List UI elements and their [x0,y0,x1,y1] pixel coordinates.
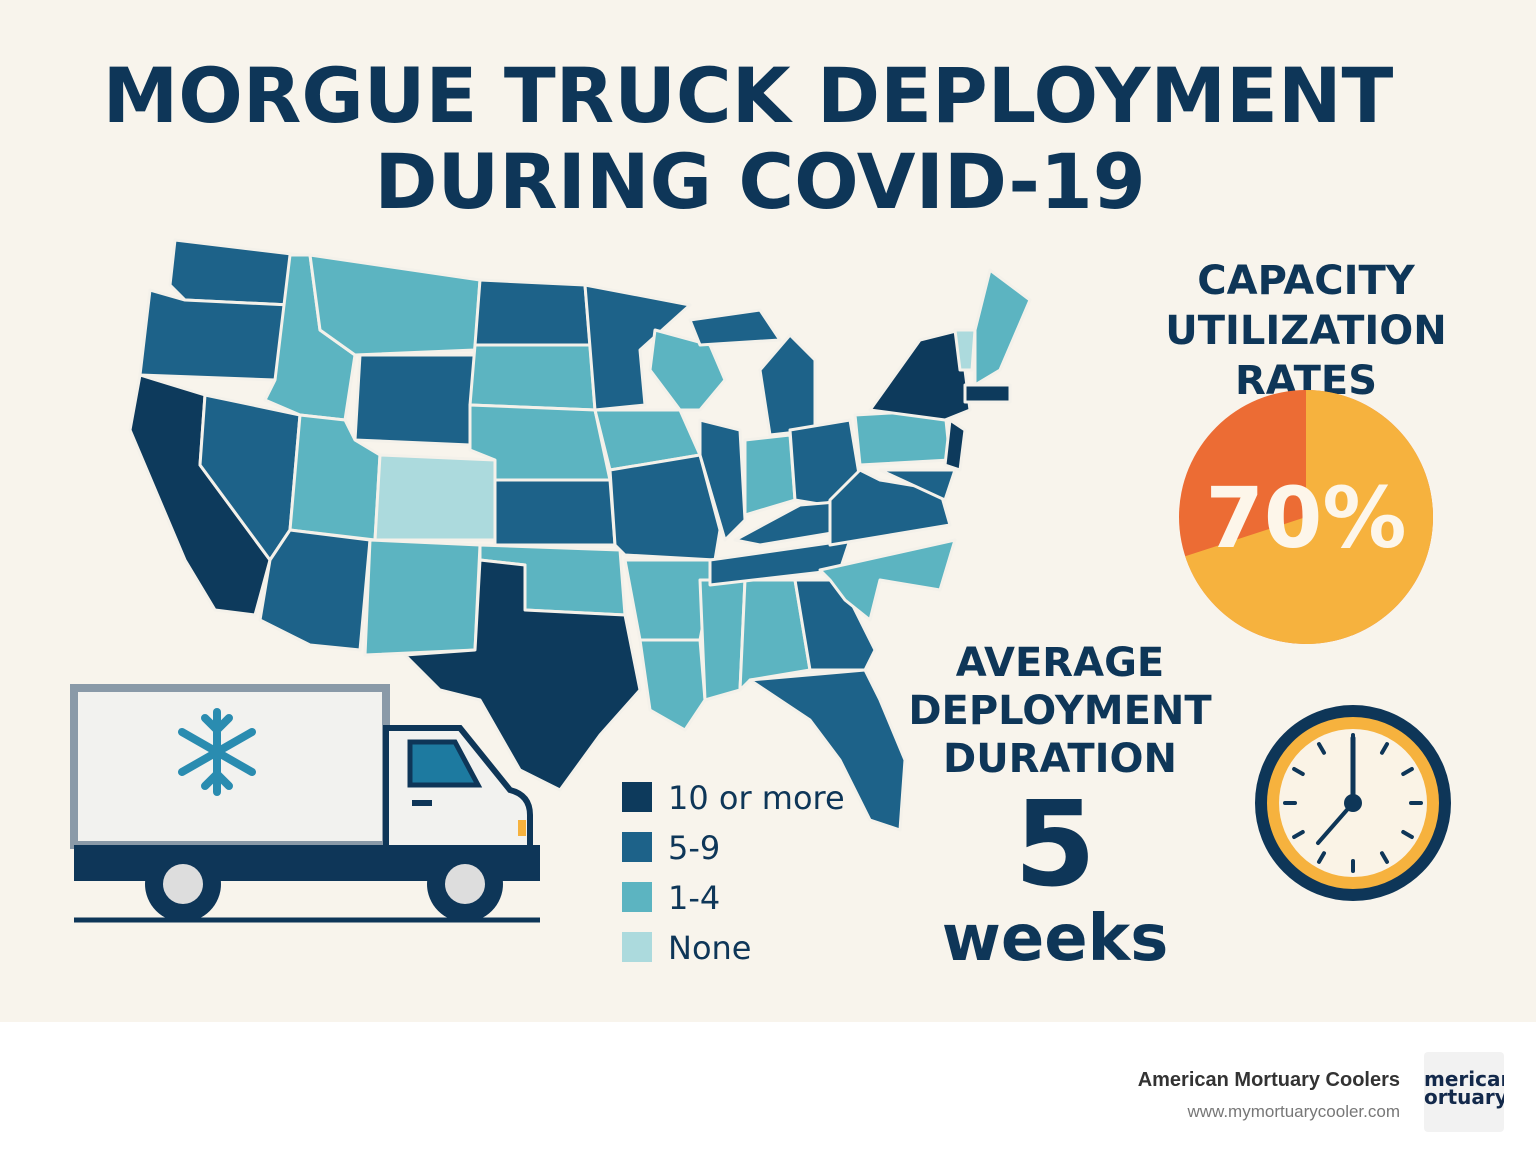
truck [70,684,540,923]
duration-value: 5 [1014,775,1096,913]
state [818,538,957,622]
footer-company: American Mortuary Coolers [1138,1069,1400,1091]
state [698,578,747,702]
logo-text: merican [1424,1067,1515,1091]
clock-tick [1317,742,1326,755]
state [953,328,977,372]
legend-label: 10 or more [668,779,845,817]
state [758,333,817,437]
duration-title: DEPLOYMENT [908,688,1212,734]
title-line: MORGUE TRUCK DEPLOYMENT [103,51,1394,140]
duration-title: AVERAGE [956,640,1164,686]
state [738,578,812,692]
clock [1255,705,1451,901]
pie-chart: 70% [1179,390,1433,644]
state [493,478,617,547]
state [973,268,1032,387]
clock-tick [1317,851,1326,864]
state [748,668,907,832]
logo-text: ortuary [1424,1085,1508,1109]
legend-label: 1-4 [668,879,720,917]
logo: merican ortuary [1424,1052,1515,1132]
state [688,308,782,347]
legend-swatch [622,782,652,812]
state [373,453,497,542]
clock-center [1344,794,1362,812]
title-line: DURING COVID-19 [374,137,1145,226]
state [403,558,642,792]
state [878,468,957,502]
state [468,343,597,412]
legend-label: None [668,929,751,967]
clock-tick [1292,767,1305,776]
duration-title: DURATION [943,736,1177,782]
legend-swatch [622,832,652,862]
state [638,638,707,732]
state [583,283,692,412]
duration-unit: weeks [942,902,1169,976]
legend-label: 5-9 [668,829,720,867]
state [353,353,477,447]
pie-slice [1185,390,1433,644]
capacity-title: CAPACITY [1197,258,1415,304]
legend: 10 or more 5-9 1-4 None [622,779,845,967]
footer-url: www.mymortuarycooler.com [1186,1102,1400,1121]
state [138,288,292,382]
state [308,253,482,357]
clock-tick [1292,830,1305,839]
state [698,418,747,542]
clock-tick [1380,742,1389,755]
us-map [128,238,1032,832]
state [943,418,967,472]
clock-tick [1401,767,1414,776]
clock-tick [1380,851,1389,864]
state [363,538,482,657]
state [473,278,592,347]
state [743,433,797,517]
legend-swatch [622,882,652,912]
clock-tick [1401,830,1414,839]
capacity-title: UTILIZATION [1165,308,1447,354]
legend-swatch [622,932,652,962]
pie-label: 70% [1205,469,1406,567]
state [963,383,1012,404]
